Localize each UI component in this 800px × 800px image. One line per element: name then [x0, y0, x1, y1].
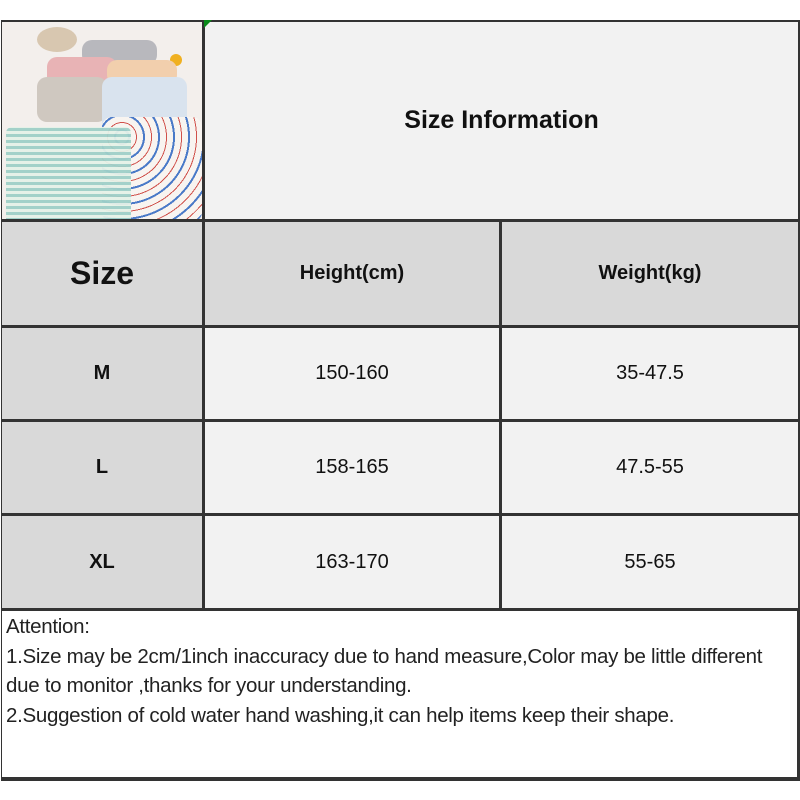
row-size-l: L — [2, 422, 202, 513]
notes-line-1: 1.Size may be 2cm/1inch inaccuracy due t… — [6, 644, 763, 698]
row-height-xl: 163-170 — [205, 516, 499, 608]
attention-notes: Attention: 1.Size may be 2cm/1inch inacc… — [2, 611, 797, 777]
row-size-m: M — [2, 328, 202, 419]
row-height-m: 150-160 — [205, 328, 499, 419]
row-weight-xl: 55-65 — [502, 516, 798, 608]
header-size: Size — [2, 222, 202, 325]
notes-line-2: 2.Suggestion of cold water hand washing,… — [6, 703, 675, 727]
row-height-l: 158-165 — [205, 422, 499, 513]
row-weight-m: 35-47.5 — [502, 328, 798, 419]
row-size-xl: XL — [2, 516, 202, 608]
header-height: Height(cm) — [205, 222, 499, 325]
header-weight: Weight(kg) — [502, 222, 798, 325]
row-weight-l: 47.5-55 — [502, 422, 798, 513]
comment-marker — [204, 20, 212, 28]
page-title: Size Information — [205, 22, 798, 219]
product-photo-shorts — [2, 22, 202, 219]
notes-heading: Attention: — [6, 615, 90, 638]
